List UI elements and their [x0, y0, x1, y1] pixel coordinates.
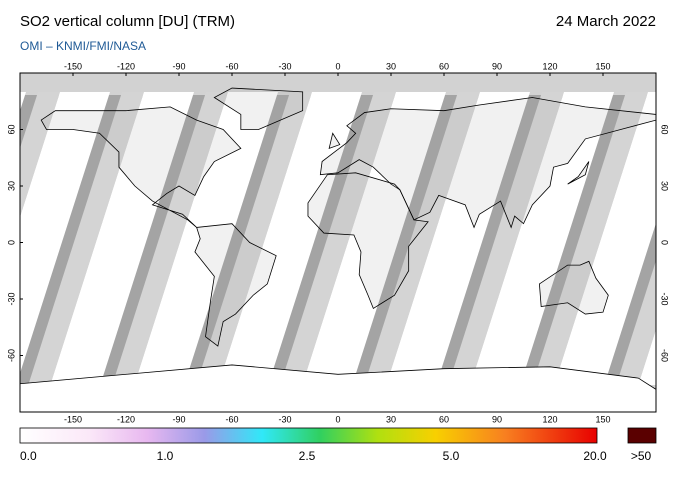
swath-edge: [532, 92, 648, 385]
lat-tick-label-right: 60: [660, 124, 670, 134]
lat-tick-label-right: 30: [660, 181, 670, 191]
swath: [554, 92, 656, 385]
swath-edge: [364, 92, 480, 385]
colorbar-label: 5.0: [443, 449, 460, 463]
colorbar-label: >50: [631, 449, 652, 463]
source: OMI – KNMI/FMI/NASA: [20, 39, 146, 53]
lon-tick-label-bottom: -30: [278, 414, 291, 424]
colorbar-label: 0.0: [20, 449, 37, 463]
antarctica: [20, 364, 656, 412]
landmass: [538, 260, 609, 315]
landmass: [213, 87, 304, 130]
lat-tick-label-right: -30: [660, 292, 670, 305]
swath-edge: [448, 92, 564, 385]
landmass: [328, 132, 341, 149]
landmass: [567, 161, 590, 185]
lat-tick-label-left: 30: [6, 181, 16, 191]
lon-tick-label-top: 120: [542, 61, 557, 71]
swath-edge: [28, 92, 145, 385]
lon-tick-label-top: -120: [117, 61, 135, 71]
lon-tick-label-bottom: -120: [117, 414, 135, 424]
swath-edge: [280, 92, 396, 385]
lat-tick-label-left: 0: [6, 240, 16, 245]
landmass: [194, 223, 277, 347]
title: SO2 vertical column [DU] (TRM): [20, 13, 235, 30]
lon-tick-label-bottom: 30: [386, 414, 396, 424]
colorbar-over: [627, 427, 657, 444]
lon-tick-label-bottom: -60: [225, 414, 238, 424]
polar-cap: [20, 73, 656, 95]
lon-tick-label-top: -30: [278, 61, 291, 71]
swath-edge: [196, 92, 312, 385]
colorbar-label: 1.0: [157, 449, 174, 463]
lon-tick-label-top: 30: [386, 61, 396, 71]
landmass: [307, 172, 429, 310]
lat-tick-label-right: 0: [660, 240, 670, 245]
lon-tick-label-top: 90: [492, 61, 502, 71]
lon-tick-label-top: 150: [595, 61, 610, 71]
lon-tick-label-bottom: 60: [439, 414, 449, 424]
lon-tick-label-bottom: -90: [172, 414, 185, 424]
swath-edge: [616, 260, 656, 385]
swath: [20, 92, 26, 111]
landmass: [40, 106, 242, 228]
swath: [470, 92, 614, 385]
lon-tick-label-top: -90: [172, 61, 185, 71]
lat-tick-label-right: -60: [660, 349, 670, 362]
swath: [20, 92, 110, 374]
swath: [638, 329, 656, 385]
lon-tick-label-top: -60: [225, 61, 238, 71]
lon-tick-label-bottom: 120: [542, 414, 557, 424]
lat-tick-label-left: 60: [6, 124, 16, 134]
swath: [50, 92, 194, 385]
colorbar: [19, 427, 598, 444]
lon-tick-label-top: 60: [439, 61, 449, 71]
lon-tick-label-top: 0: [335, 61, 340, 71]
date: 24 March 2022: [556, 13, 656, 30]
swath: [134, 92, 278, 385]
swath: [386, 92, 530, 385]
swath-edge: [112, 92, 228, 385]
colorbar-label: 20.0: [583, 449, 607, 463]
map: [20, 73, 656, 412]
swath: [302, 92, 446, 385]
lon-tick-label-bottom: 0: [335, 414, 340, 424]
lon-tick-label-top: -150: [64, 61, 82, 71]
swath: [218, 92, 362, 385]
lon-tick-label-bottom: -150: [64, 414, 82, 424]
colorbar-label: 2.5: [299, 449, 316, 463]
lat-tick-label-left: -60: [6, 349, 16, 362]
lat-tick-label-left: -30: [6, 292, 16, 305]
lon-tick-label-bottom: 90: [492, 414, 502, 424]
lon-tick-label-bottom: 150: [595, 414, 610, 424]
